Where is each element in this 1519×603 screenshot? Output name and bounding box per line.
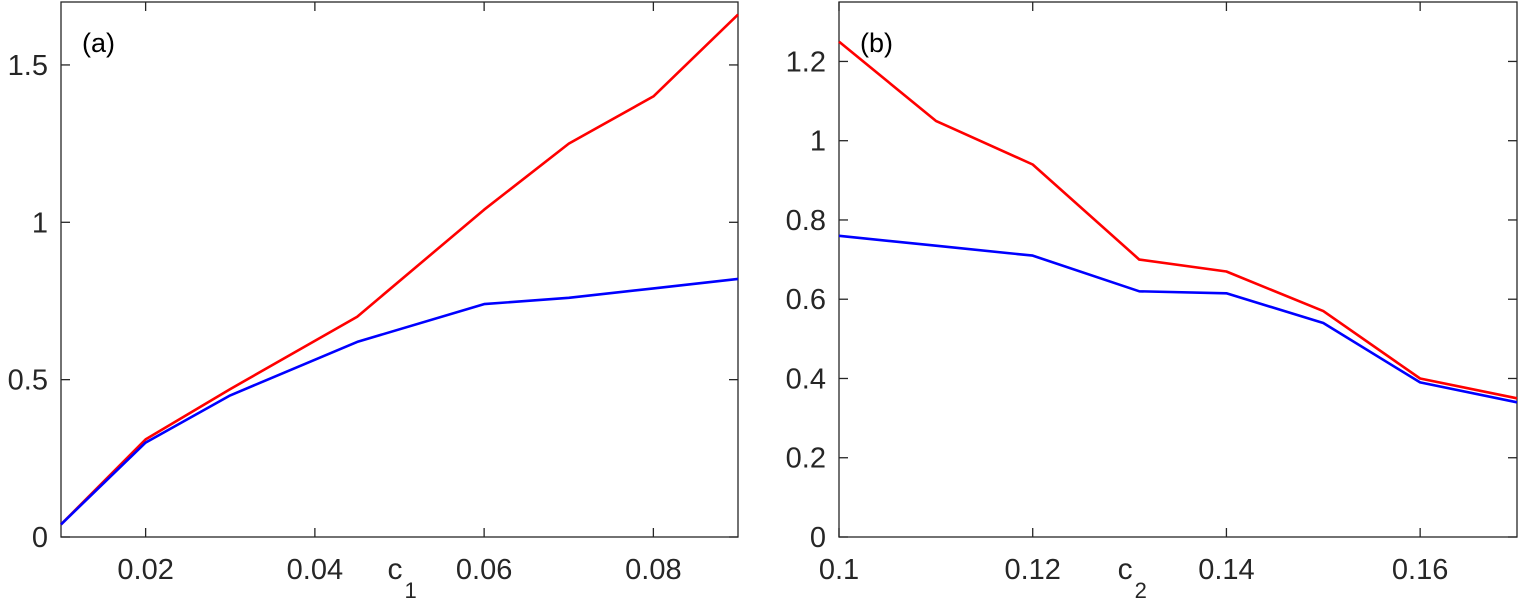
y-tick-label: 1: [32, 207, 48, 239]
red-series-line: [60, 13, 739, 526]
x-tick-label: 0.14: [1198, 554, 1254, 586]
y-tick-label: 1.5: [8, 50, 48, 82]
panel-label: (b): [860, 28, 893, 58]
blue-series-line: [838, 234, 1518, 404]
plot-area-frame: [60, 1, 739, 538]
y-tick-label: 0.5: [8, 365, 48, 397]
y-tick-label: 1.2: [786, 46, 826, 78]
y-tick-label: 0.4: [786, 363, 826, 395]
x-axis-label-subscript: 2: [1135, 578, 1147, 603]
plot-area-frame: [838, 1, 1518, 538]
y-tick-label: 0.8: [786, 205, 826, 237]
y-tick-label: 0.6: [786, 284, 826, 316]
blue-series-line: [60, 277, 739, 526]
chart-panel-2: 0.1 0.12 0.14 0.16 0 0.2 0.4 0.6 0.8 1 1.2 (b) c2: [786, 1, 1518, 603]
x-axis-label: c: [1118, 553, 1133, 586]
x-tick-label: 0.16: [1392, 554, 1448, 586]
x-tick-label: 0.06: [456, 554, 512, 586]
y-tick-label: 0: [32, 522, 48, 554]
x-tick-label: 0.1: [819, 554, 859, 586]
x-tick-label: 0.04: [287, 554, 343, 586]
x-axis-label: c: [388, 553, 403, 586]
y-tick-label: 1: [810, 126, 826, 158]
y-tick-label: 0: [810, 522, 826, 554]
panel-label: (a): [82, 28, 115, 58]
red-series-line: [838, 40, 1518, 400]
x-axis-label-subscript: 1: [405, 578, 417, 603]
x-tick-label: 0.12: [1004, 554, 1060, 586]
x-tick-label: 0.02: [117, 554, 173, 586]
y-tick-label: 0.2: [786, 443, 826, 475]
x-tick-label: 0.08: [625, 554, 681, 586]
